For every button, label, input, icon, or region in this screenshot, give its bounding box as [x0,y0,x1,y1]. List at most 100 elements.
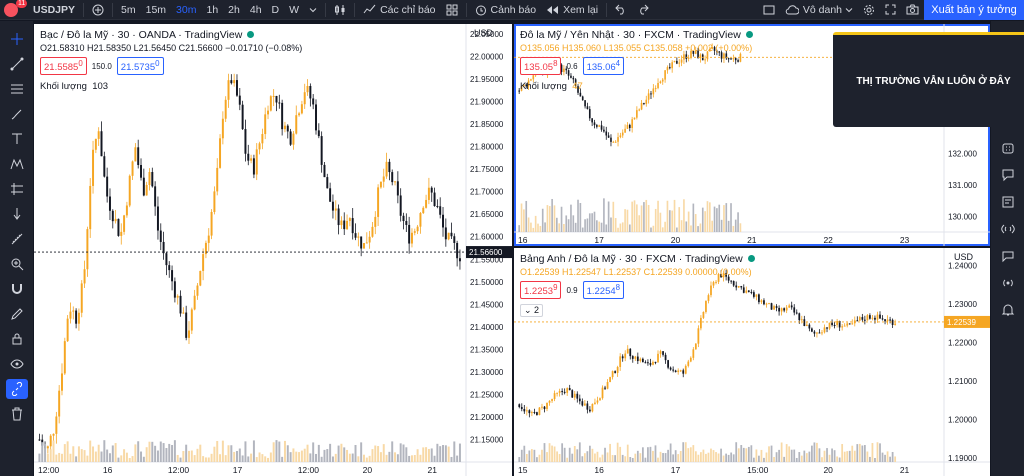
time-tick-label: 12:00 [38,465,60,475]
interval-30m[interactable]: 30m [176,3,197,16]
candle-body [740,286,743,288]
candle-body [811,328,813,332]
volume-bar [610,217,612,232]
candle-body [747,290,750,292]
candle-body [800,319,803,321]
volume-bar [674,450,677,462]
snapshot-button[interactable] [901,0,924,20]
indicators-button[interactable]: Các chỉ báo [358,0,440,20]
collapse-indicators-button[interactable]: ⌄ 2 [520,304,544,318]
volume-bar [439,446,442,462]
currency-label[interactable]: USD [954,252,974,262]
volume-bar [444,445,447,462]
candle-body [165,253,168,266]
candle-body [80,283,83,313]
candle-body [405,221,408,225]
candle-body [148,172,151,185]
candle-body [616,366,619,373]
arrow-down-icon[interactable] [6,204,28,224]
volume-bar [818,448,821,462]
candle-body [385,161,388,177]
interval-d[interactable]: D [271,3,280,16]
chart-pane-gbpusd[interactable]: 1.24000 1.23000 1.22000 1.21000 1.20000 1.190… [514,248,990,476]
candle-body [543,406,546,410]
sell-button[interactable]: 21.55850 [40,57,87,76]
volume-bar [619,446,622,462]
ideas-icon[interactable] [997,191,1019,213]
eye-icon[interactable] [6,354,28,374]
volume-bar [732,225,735,232]
replay-button[interactable]: Xem lại [541,0,603,20]
interval-dropdown-chevron-icon[interactable] [304,0,322,20]
trash-icon[interactable] [6,404,28,424]
gbpusd-chart-canvas[interactable]: 1.24000 1.23000 1.22000 1.21000 1.20000 1.190… [514,248,990,476]
candle-body [664,70,666,80]
volume-bar [63,444,66,462]
trend-line-icon[interactable] [6,54,28,74]
silver-chart-canvas[interactable]: 22.05000 22.00000 21.95000 21.90000 21.85000… [34,24,512,476]
buy-button[interactable]: 135.064 [582,57,625,76]
currency-label[interactable]: USD [474,28,494,38]
pencil-lock-icon[interactable] [6,304,28,324]
signal-icon[interactable] [997,272,1019,294]
volume-bar [576,449,579,462]
chat-icon[interactable] [997,164,1019,186]
interval-15m[interactable]: 15m [145,3,167,16]
calendar-icon[interactable] [997,137,1019,159]
interval-w[interactable]: W [289,3,300,16]
volume-bar [52,440,55,462]
layout-single-button[interactable] [758,0,780,20]
messages-icon[interactable] [997,245,1019,267]
layout-button[interactable] [441,0,463,20]
interval-5m[interactable]: 5m [121,3,136,16]
undo-button[interactable] [610,0,632,20]
sell-button[interactable]: 135.058 [520,57,562,76]
volume-bar [640,205,643,232]
candle-body [97,131,100,139]
volume-bar [286,445,289,462]
pattern-icon[interactable] [6,154,28,174]
last-price-text: 1.22539 [947,318,976,327]
buy-button[interactable]: 1.22548 [582,281,625,300]
redo-button[interactable] [632,0,654,20]
text-icon[interactable] [6,129,28,149]
interval-2h[interactable]: 2h [228,3,240,16]
candle-body [538,407,541,415]
interval-1h[interactable]: 1h [206,3,219,16]
volume-bar [258,452,261,462]
alerts-button[interactable]: Cảnh báo [470,0,542,20]
fullscreen-button[interactable] [880,0,901,20]
candle-body [639,358,642,362]
crosshair-icon[interactable] [6,29,28,49]
magnet-icon[interactable] [6,279,28,299]
ohlc-values: O1.22539 H1.22547 L1.22537 C1.22539 0.00… [520,267,752,277]
volume-bar [162,443,165,462]
candle-body [55,416,58,434]
ruler-icon[interactable] [6,229,28,249]
lock-icon[interactable] [6,329,28,349]
volume-bar [235,450,238,462]
account-button[interactable]: Vô danh [780,0,858,20]
candle-body [874,317,876,320]
interval-4h[interactable]: 4h [249,3,262,16]
zoom-in-icon[interactable] [6,254,28,274]
chart-pane-silver[interactable]: 22.05000 22.00000 21.95000 21.90000 21.85000… [34,24,512,476]
volume-bar [692,203,695,232]
volume-bar [343,447,346,462]
streams-icon[interactable] [997,218,1019,240]
symbol-search[interactable]: 11 USDJPY [0,0,80,20]
brush-icon[interactable] [6,104,28,124]
prediction-icon[interactable] [6,179,28,199]
fib-retracement-icon[interactable] [6,79,28,99]
notifications-bell-icon[interactable] [997,299,1019,321]
publish-idea-button[interactable]: Xuất bản ý tưởng [924,0,1024,20]
volume-bar [843,451,846,462]
volume-bar [269,452,272,462]
buy-button[interactable]: 21.57350 [116,57,164,76]
link-icon[interactable] [5,379,28,399]
sell-button[interactable]: 1.22539 [520,281,562,300]
settings-button[interactable] [858,0,880,20]
compare-button[interactable] [87,0,109,20]
candle-type-icon[interactable] [329,0,351,20]
candle-body [444,227,447,240]
